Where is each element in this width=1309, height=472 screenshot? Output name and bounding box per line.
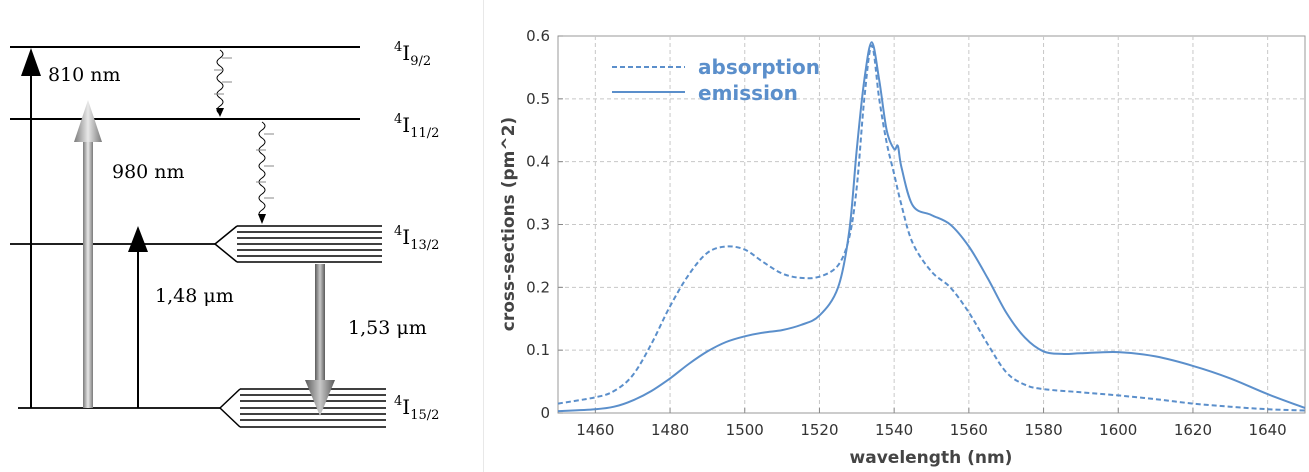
nonradiative-decay-1 — [214, 49, 232, 117]
x-axis-title: wavelength (nm) — [850, 448, 1013, 468]
level-line-i15 — [18, 388, 386, 428]
pump-arrow-810 — [21, 48, 41, 408]
y-tick-label: 0.4 — [526, 153, 550, 171]
series-line-emission — [557, 41, 1306, 413]
y-tick-label: 0.6 — [526, 27, 550, 45]
x-tick-label: 1580 — [1024, 421, 1062, 439]
label-148um: 1,48 μm — [155, 285, 234, 307]
y-tick-label: 0.5 — [526, 90, 550, 108]
y-tick-label: 0 — [540, 404, 550, 422]
x-tick-label: 1480 — [651, 421, 689, 439]
level-label-i15: 4I15/2 — [394, 394, 439, 423]
level-label-i11: 4I11/2 — [394, 112, 439, 141]
energy-level-diagram: 4I9/2 4I11/2 4I13/2 4I15/2 810 nm 980 nm… — [10, 40, 439, 428]
pump-arrow-980 — [74, 100, 102, 408]
x-tick-label: 1560 — [950, 421, 988, 439]
x-tick-label: 1520 — [800, 421, 838, 439]
label-153um: 1,53 μm — [348, 317, 427, 339]
legend-label-emission: emission — [698, 81, 798, 105]
y-tick-label: 0.2 — [526, 278, 550, 296]
cross-section-chart: 1460 1480 1500 1520 1540 1560 1580 1600 1620 1640… — [499, 27, 1306, 468]
x-tick-label: 1620 — [1174, 421, 1212, 439]
y-axis-title: cross-sections (pm^2) — [499, 117, 519, 331]
emission-arrow-1530 — [305, 264, 335, 416]
level-label-i9: 4I9/2 — [394, 40, 431, 69]
x-tick-label: 1500 — [726, 421, 764, 439]
label-980nm: 980 nm — [112, 161, 185, 183]
panel-divider — [483, 0, 484, 472]
pump-arrow-1480 — [128, 226, 148, 408]
series-line-absorption — [557, 44, 1306, 412]
level-line-i13 — [10, 225, 382, 263]
level-label-i13: 4I13/2 — [394, 224, 439, 253]
ticks: 1460 1480 1500 1520 1540 1560 1580 1600 1620 1640… — [526, 27, 1287, 439]
grid — [558, 36, 1305, 413]
y-tick-label: 0.3 — [526, 216, 550, 234]
y-tick-label: 0.1 — [526, 341, 550, 359]
legend: absorption emission — [612, 55, 820, 105]
x-tick-label: 1600 — [1099, 421, 1137, 439]
label-810nm: 810 nm — [48, 64, 121, 86]
series — [557, 41, 1306, 413]
x-tick-label: 1460 — [576, 421, 614, 439]
x-tick-label: 1640 — [1249, 421, 1287, 439]
nonradiative-decay-2 — [256, 121, 274, 224]
x-tick-label: 1540 — [875, 421, 913, 439]
legend-label-absorption: absorption — [698, 55, 820, 79]
